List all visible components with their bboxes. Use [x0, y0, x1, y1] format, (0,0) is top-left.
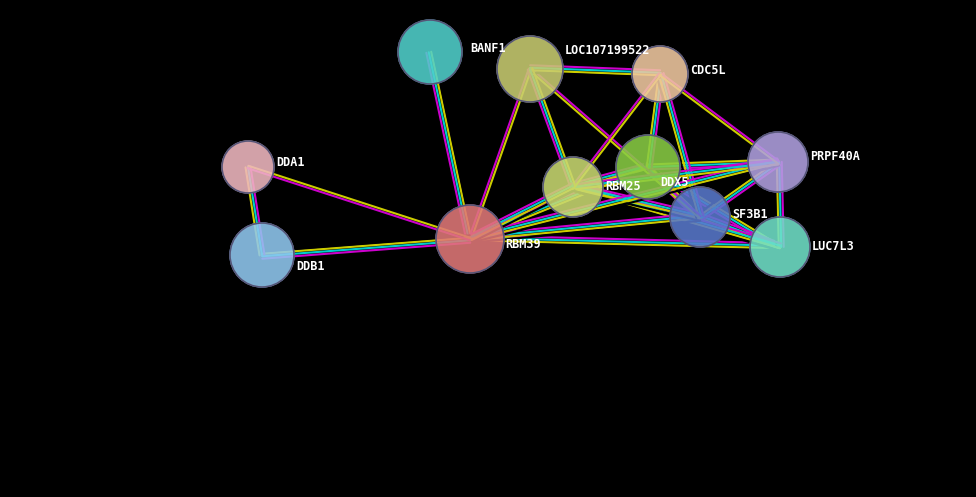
- Circle shape: [497, 36, 563, 102]
- Circle shape: [670, 187, 730, 247]
- Circle shape: [748, 132, 808, 192]
- Circle shape: [398, 20, 462, 84]
- Text: PRPF40A: PRPF40A: [810, 151, 860, 164]
- Circle shape: [222, 141, 274, 193]
- Text: DDB1: DDB1: [296, 260, 324, 273]
- Text: DDX5: DDX5: [660, 175, 688, 188]
- Text: LUC7L3: LUC7L3: [812, 241, 855, 253]
- Text: BANF1: BANF1: [470, 43, 506, 56]
- Text: LOC107199522: LOC107199522: [565, 45, 650, 58]
- Text: SF3B1: SF3B1: [732, 209, 768, 222]
- Text: DDA1: DDA1: [276, 157, 305, 169]
- Text: CDC5L: CDC5L: [690, 65, 725, 78]
- Circle shape: [616, 135, 680, 199]
- Circle shape: [750, 217, 810, 277]
- Circle shape: [436, 205, 504, 273]
- Circle shape: [230, 223, 294, 287]
- Text: RBM39: RBM39: [505, 239, 541, 251]
- Circle shape: [543, 157, 603, 217]
- Circle shape: [632, 46, 688, 102]
- Text: RBM25: RBM25: [605, 180, 640, 193]
